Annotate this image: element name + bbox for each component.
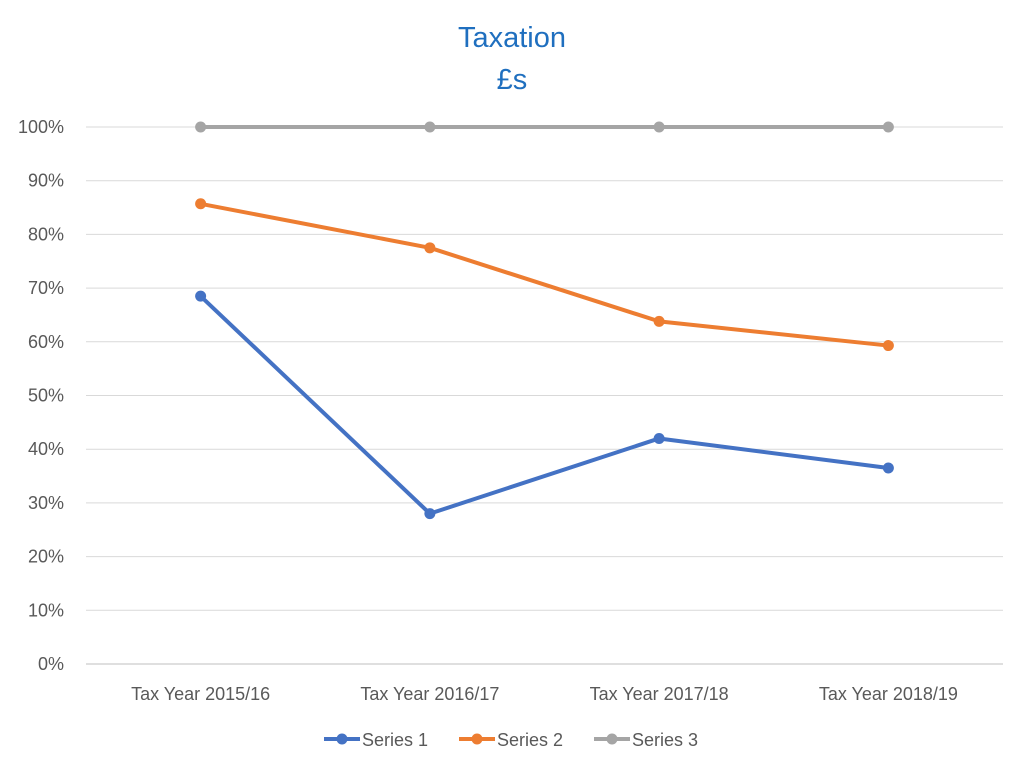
data-point — [882, 121, 894, 133]
data-point — [424, 121, 436, 133]
y-tick-label: 0% — [38, 654, 64, 674]
data-point — [882, 462, 894, 474]
series-line — [198, 294, 891, 516]
legend-label: Series 2 — [497, 730, 563, 750]
series-1 — [195, 290, 894, 520]
y-tick-label: 90% — [28, 171, 64, 191]
data-series — [195, 121, 894, 520]
data-point — [653, 121, 665, 133]
x-axis-tick-labels: Tax Year 2015/16 Tax Year 2016/17 Tax Year… — [131, 684, 958, 704]
legend: Series 1 Series 2 Series 3 — [324, 730, 698, 750]
x-tick-label: Tax Year 2016/17 — [360, 684, 499, 704]
y-tick-label: 70% — [28, 278, 64, 298]
series-3 — [195, 121, 894, 133]
data-point — [653, 432, 665, 444]
y-tick-label: 60% — [28, 332, 64, 352]
y-tick-label: 50% — [28, 386, 64, 406]
data-point — [424, 242, 436, 254]
chart-title: Taxation — [458, 22, 566, 54]
data-point — [424, 508, 436, 520]
legend-item: Series 1 — [324, 730, 428, 750]
y-axis-tick-labels: 0% 10% 20% 30% 40% 50% 60% 70% 80% 90% 100% — [18, 117, 64, 674]
data-point — [195, 198, 207, 210]
y-tick-label: 80% — [28, 224, 64, 244]
x-tick-label: Tax Year 2017/18 — [590, 684, 729, 704]
y-tick-label: 40% — [28, 439, 64, 459]
y-tick-label: 30% — [28, 493, 64, 513]
data-point — [882, 340, 894, 352]
data-point — [653, 315, 665, 327]
x-tick-label: Tax Year 2018/19 — [819, 684, 958, 704]
chart-subtitle: £s — [497, 64, 528, 96]
legend-item: Series 3 — [594, 730, 698, 750]
legend-label: Series 3 — [632, 730, 698, 750]
legend-swatch-marker — [471, 733, 483, 745]
legend-swatch-marker — [336, 733, 348, 745]
data-point — [195, 290, 207, 302]
y-tick-label: 100% — [18, 117, 64, 137]
legend-item: Series 2 — [459, 730, 563, 750]
y-tick-label: 10% — [28, 600, 64, 620]
x-tick-label: Tax Year 2015/16 — [131, 684, 270, 704]
data-point — [195, 121, 207, 133]
series-2 — [195, 198, 894, 352]
series-line — [198, 201, 891, 348]
y-tick-label: 20% — [28, 547, 64, 567]
legend-label: Series 1 — [362, 730, 428, 750]
legend-swatch-marker — [606, 733, 618, 745]
